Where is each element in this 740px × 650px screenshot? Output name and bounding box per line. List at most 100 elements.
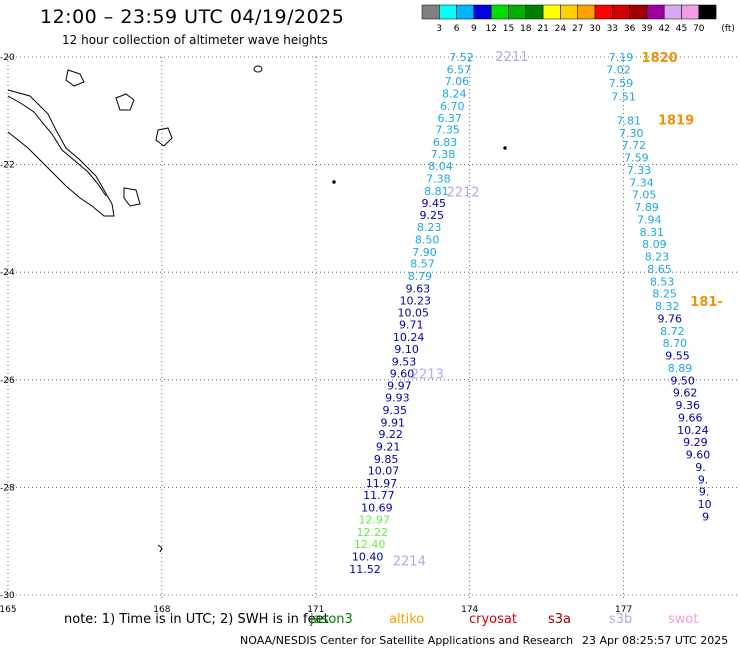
satellite-jason3: jason3 [310, 612, 353, 627]
satellite-cryosat: cryosat [469, 612, 517, 627]
pass-label: 2211 [495, 50, 528, 65]
wave-height-value: 8.89 [668, 362, 693, 375]
wave-height-value: 8.31 [640, 226, 665, 239]
wave-height-value: 9. [698, 473, 709, 486]
wave-height-value: 12.22 [356, 526, 388, 539]
wave-height-value: 7.38 [431, 148, 456, 161]
island-walpole [253, 65, 263, 73]
wave-height-value: 9.22 [378, 428, 403, 441]
wave-height-value: 11.52 [349, 563, 381, 576]
wave-height-value: 7.81 [616, 114, 641, 127]
island-ouvea [65, 69, 85, 87]
wave-height-value: 9.71 [399, 318, 424, 331]
color-scale-legend: 3 6 9 12 15 18 21 24 27 30 33 36 39 42 45 70 (ft) [421, 4, 735, 34]
legend-tick-label: 30 [589, 24, 601, 34]
wave-height-value: 9.55 [665, 350, 690, 363]
legend-tick-label: 27 [572, 24, 583, 34]
wave-height-value: 9.45 [422, 197, 447, 210]
wave-height-value: 12.97 [359, 514, 391, 527]
wave-height-value: 7.33 [627, 164, 652, 177]
wave-height-value: 9.62 [673, 387, 698, 400]
wave-height-value: 7.51 [611, 90, 636, 103]
island-dot [503, 146, 507, 150]
legend-tick-label: 6 [454, 24, 460, 34]
wave-height-value: 10.23 [400, 295, 432, 308]
coastline-mainland [7, 89, 115, 217]
wave-height-value: 7.89 [634, 201, 659, 214]
altimeter-tracks: 7.526.577.068.246.706.377.356.837.388.04… [349, 51, 711, 576]
wave-height-value: 9.35 [383, 404, 408, 417]
lat-label: -26 [0, 376, 15, 386]
lon-label: 174 [461, 605, 478, 615]
wave-height-value: 10.24 [677, 424, 709, 437]
wave-height-value: 10.24 [393, 331, 425, 344]
wave-height-value: 10.40 [352, 550, 384, 563]
wave-height-value: 9. [695, 461, 706, 474]
wave-height-value: 9.85 [374, 453, 399, 466]
wave-height-value: 7.35 [435, 124, 460, 137]
satellite-altiko: altiko [389, 612, 425, 627]
legend-tick-label: 39 [641, 24, 653, 34]
wave-height-value: 7.02 [606, 63, 631, 76]
wave-height-value: 9.29 [683, 436, 708, 449]
legend-tick-label: 33 [607, 24, 618, 34]
wave-height-value: 10.69 [361, 501, 393, 514]
wave-height-value: 8.70 [663, 337, 688, 350]
wave-height-value: 6.57 [447, 63, 472, 76]
legend-tick-label: 3 [436, 24, 442, 34]
legend-tick-label: 42 [658, 24, 669, 34]
wave-height-value: 6.70 [440, 100, 465, 113]
island-dot [332, 180, 336, 184]
wave-height-value: 9.10 [394, 343, 419, 356]
wave-height-value: 8.79 [408, 270, 433, 283]
legend-swatch [698, 4, 717, 20]
wave-height-value: 9 [702, 510, 709, 523]
legend-tick-label: 45 [676, 24, 687, 34]
pass-label: 2213 [411, 367, 444, 382]
wave-height-value: 7.06 [445, 75, 470, 88]
wave-height-value: 11.77 [363, 489, 395, 502]
wave-height-value: 8.53 [650, 275, 675, 288]
wave-height-value: 9.25 [419, 209, 444, 222]
lat-label: -22 [0, 161, 15, 171]
wave-height-value: 9.60 [686, 449, 711, 462]
wave-height-value: 12.40 [354, 538, 386, 551]
wave-height-value: 8.04 [428, 160, 453, 173]
wave-height-value: 7.30 [619, 127, 644, 140]
lat-label: -28 [0, 483, 15, 493]
wave-height-value: 9.60 [390, 367, 415, 380]
wave-height-value: 6.37 [437, 112, 462, 125]
map-grid [7, 56, 740, 600]
wave-height-value: 7.34 [629, 176, 654, 189]
wave-height-value: 7.19 [609, 51, 634, 64]
island-pines [123, 187, 141, 207]
wave-height-value: 7.94 [637, 213, 662, 226]
wave-height-value: 8.65 [647, 263, 672, 276]
wave-height-value: 8.81 [424, 185, 449, 198]
wave-height-value: 10 [698, 498, 712, 511]
wave-height-value: 11.97 [366, 477, 398, 490]
map-subtitle: 12 hour collection of altimeter wave hei… [62, 33, 328, 47]
legend-tick-label: 18 [520, 24, 532, 34]
legend-tick-label: 70 [693, 24, 705, 34]
wave-height-value: 9.36 [675, 399, 700, 412]
generated-timestamp: 23 Apr 08:25:57 UTC 2025 [582, 634, 729, 647]
pass-label: 2214 [393, 555, 426, 570]
wave-height-value: 7.59 [624, 152, 649, 165]
map-title: 12:00 – 23:59 UTC 04/19/2025 [40, 6, 345, 28]
legend-tick-label: 24 [555, 24, 567, 34]
lat-label: -24 [0, 268, 15, 278]
wave-height-value: 8.25 [652, 288, 677, 301]
satellite-s3b: s3b [609, 612, 633, 627]
wave-height-value: 7.05 [632, 189, 657, 202]
wave-height-value: 10.05 [398, 307, 430, 320]
credit-line: NOAA/NESDIS Center for Satellite Applica… [240, 634, 574, 647]
wave-height-value: 9.91 [381, 416, 406, 429]
coastline [7, 65, 507, 553]
wave-height-value: 8.23 [645, 251, 670, 264]
lat-label: -20 [0, 53, 15, 63]
wave-height-value: 9.66 [678, 411, 703, 424]
pass-label: 2212 [447, 186, 480, 201]
wave-height-value: 7.59 [609, 77, 634, 90]
coastline-reef [7, 95, 107, 197]
